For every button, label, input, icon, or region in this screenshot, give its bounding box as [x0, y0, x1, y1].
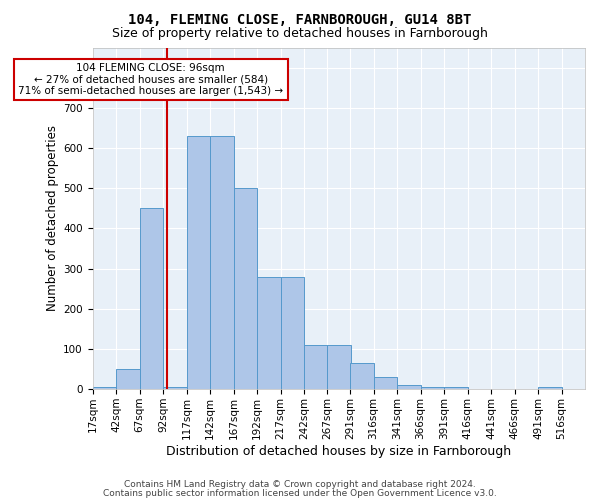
Text: Contains public sector information licensed under the Open Government Licence v3: Contains public sector information licen…: [103, 489, 497, 498]
Bar: [92, 387, 116, 389]
Bar: [538, 387, 562, 389]
Bar: [257, 276, 281, 389]
Bar: [233, 188, 257, 389]
Y-axis label: Number of detached properties: Number of detached properties: [46, 126, 59, 312]
Text: 104 FLEMING CLOSE: 96sqm
← 27% of detached houses are smaller (584)
71% of semi-: 104 FLEMING CLOSE: 96sqm ← 27% of detach…: [18, 63, 283, 96]
X-axis label: Distribution of detached houses by size in Farnborough: Distribution of detached houses by size …: [166, 444, 511, 458]
Bar: [421, 387, 444, 389]
Bar: [444, 387, 467, 389]
Bar: [374, 377, 397, 389]
Bar: [116, 369, 140, 389]
Bar: [350, 363, 374, 389]
Text: Contains HM Land Registry data © Crown copyright and database right 2024.: Contains HM Land Registry data © Crown c…: [124, 480, 476, 489]
Bar: [328, 345, 351, 389]
Bar: [187, 136, 210, 389]
Bar: [210, 136, 233, 389]
Bar: [304, 345, 328, 389]
Bar: [163, 387, 187, 389]
Text: Size of property relative to detached houses in Farnborough: Size of property relative to detached ho…: [112, 28, 488, 40]
Bar: [281, 276, 304, 389]
Bar: [397, 385, 421, 389]
Bar: [140, 208, 163, 389]
Text: 104, FLEMING CLOSE, FARNBOROUGH, GU14 8BT: 104, FLEMING CLOSE, FARNBOROUGH, GU14 8B…: [128, 12, 472, 26]
